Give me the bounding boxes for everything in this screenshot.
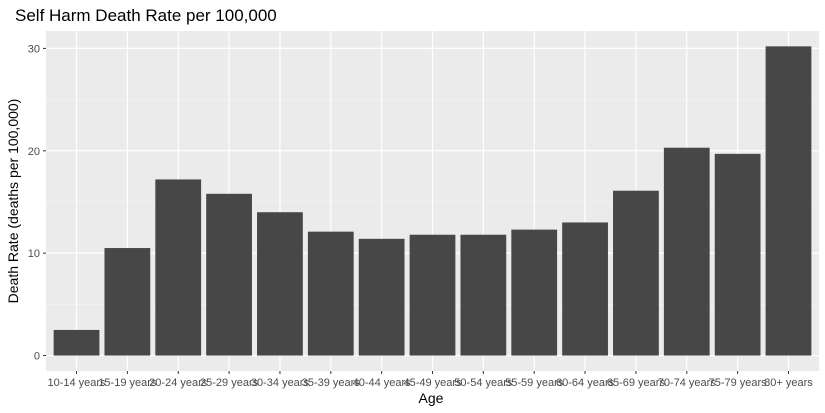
bar [257,212,303,356]
bar [307,231,354,356]
x-tick-label: 45-49 years [403,377,462,389]
x-tick-label: 80+ years [764,377,813,389]
bar [562,222,608,356]
y-tick-label: 30 [28,43,40,55]
bar [714,153,761,356]
bar [663,147,710,356]
x-tick-label: 25-29 years [200,377,259,389]
bar [155,179,202,356]
bar [765,46,812,356]
x-tick-label: 55-59 years [505,377,564,389]
x-tick-label: 40-44 years [353,377,412,389]
y-axis: 0 10 20 30 [28,43,46,363]
x-tick-label: 75-79 years [709,377,768,389]
bar [206,193,252,356]
x-axis-title: Age [419,390,444,406]
x-tick-label: 15-19 years [98,377,157,389]
y-tick-label: 10 [28,248,40,260]
bar [53,329,100,356]
bar [409,234,456,356]
bars [53,46,812,356]
x-tick-label: 65-69 years [607,377,666,389]
bar [460,234,507,356]
y-axis-title: Death Rate (deaths per 100,000) [5,99,21,304]
x-tick-label: 60-64 years [556,377,615,389]
x-tick-label: 35-39 years [302,377,361,389]
x-tick-label: 30-34 years [251,377,310,389]
bar [511,229,558,356]
bar [104,248,151,356]
x-tick-label: 50-54 years [454,377,513,389]
x-tick-label: 10-14 years [47,377,106,389]
y-tick-label: 20 [28,146,40,158]
y-tick-label: 0 [34,351,40,363]
x-tick-label: 70-74 years [658,377,717,389]
x-tick-label: 20-24 years [149,377,208,389]
bar [358,238,405,356]
bar [613,190,659,356]
chart-title: Self Harm Death Rate per 100,000 [15,6,277,25]
